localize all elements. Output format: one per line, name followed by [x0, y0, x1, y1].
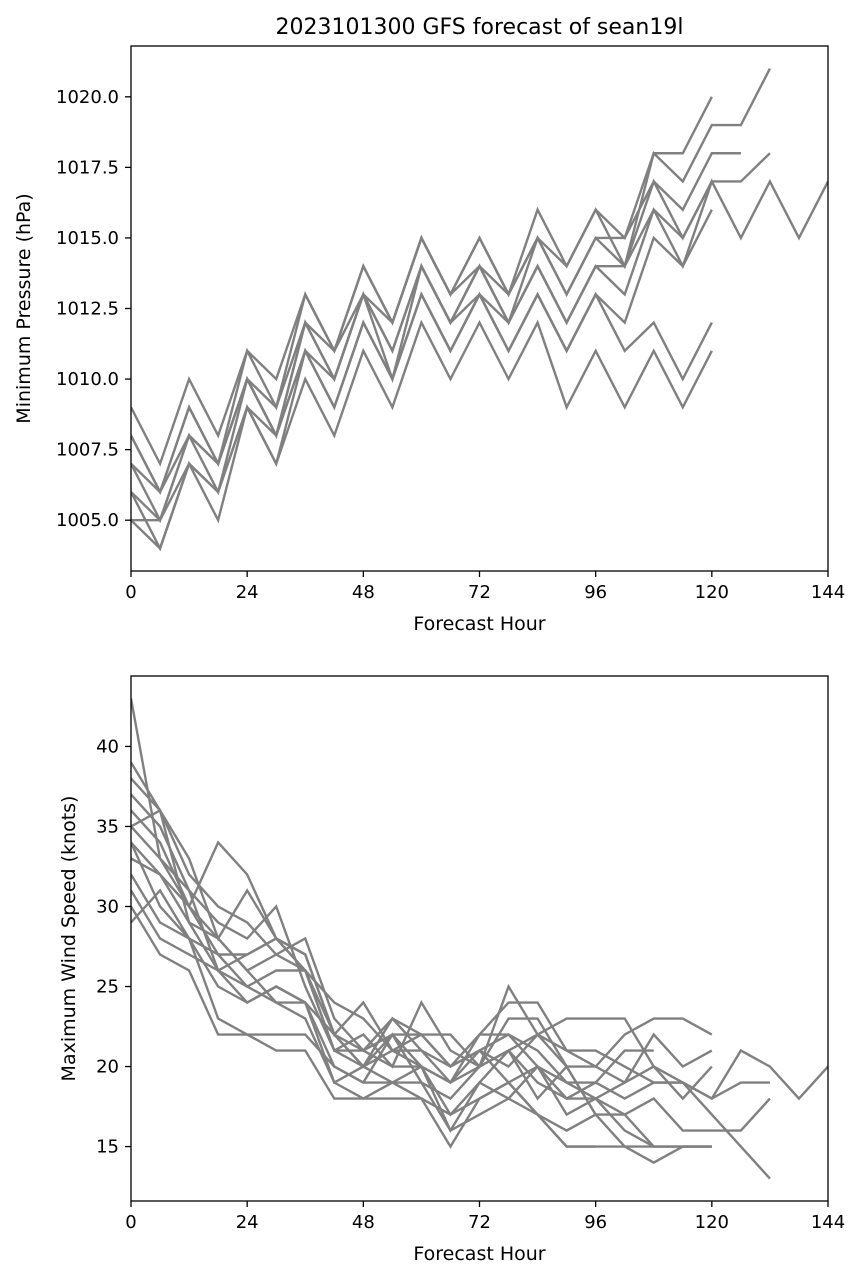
wind-x-tick-label: 48 — [352, 1212, 375, 1233]
wind-x-tick-label: 0 — [125, 1212, 136, 1233]
wind-x-tick-label: 144 — [811, 1212, 845, 1233]
pressure-panel: 0 24 48 72 96 120 144 1005.0 1007.5 1010.0 1012.5 1… — [13, 15, 845, 635]
wind-x-tick-label: 96 — [584, 1212, 607, 1233]
pressure-x-tick-label: 72 — [468, 582, 491, 603]
wind-plot-frame — [130, 675, 829, 1202]
pressure-y-tick-label: 1017.5 — [56, 157, 119, 178]
wind-x-axis-label: Forecast Hour — [413, 1243, 545, 1265]
wind-series-line-8 — [131, 841, 771, 1180]
pressure-x-axis-label: Forecast Hour — [413, 613, 545, 635]
wind-series-line-4 — [131, 793, 713, 1101]
pressure-series-group — [131, 68, 828, 552]
pressure-y-tick-label: 1010.0 — [56, 369, 119, 390]
pressure-y-tick-label: 1007.5 — [56, 440, 119, 461]
pressure-x-tick-label: 120 — [695, 582, 729, 603]
pressure-series-line-8 — [131, 291, 713, 522]
pressure-x-tick-label: 144 — [811, 582, 845, 603]
wind-series-line-12 — [131, 889, 712, 1164]
wind-y-tick-label: 30 — [96, 896, 119, 917]
pressure-series-line-2 — [131, 68, 771, 496]
pressure-x-tick-label: 48 — [352, 582, 375, 603]
wind-y-axis-label: Maximum Wind Speed (knots) — [58, 796, 80, 1082]
pressure-series-line-7 — [131, 209, 713, 552]
wind-y-tick-label: 15 — [96, 1137, 119, 1158]
wind-series-line-1 — [131, 698, 713, 1069]
wind-y-tick-label: 20 — [96, 1057, 119, 1078]
pressure-series-line-6 — [131, 180, 713, 523]
wind-series-line-13 — [131, 905, 712, 1149]
pressure-x-tick-label: 24 — [236, 582, 259, 603]
pressure-y-tick-label: 1012.5 — [56, 299, 119, 320]
pressure-series-line-9 — [131, 319, 713, 551]
chart-title: 2023101300 GFS forecast of sean19l — [276, 15, 684, 40]
wind-speed-panel: 0 24 48 72 96 120 144 15 20 25 30 35 40 Forecast Hour… — [58, 675, 845, 1265]
wind-y-tick-label: 35 — [96, 816, 119, 837]
wind-y-tick-label: 25 — [96, 977, 119, 998]
pressure-y-axis-label: Minimum Pressure (hPa) — [13, 193, 35, 423]
wind-series-group — [131, 698, 828, 1180]
pressure-y-tick-label: 1015.0 — [56, 228, 119, 249]
wind-x-tick-label: 120 — [695, 1212, 729, 1233]
wind-x-tick-label: 72 — [468, 1212, 491, 1233]
pressure-y-tick-label: 1020.0 — [56, 87, 119, 108]
wind-x-tick-label: 24 — [236, 1212, 259, 1233]
pressure-y-tick-label: 1005.0 — [56, 510, 119, 531]
pressure-series-line-5 — [131, 178, 828, 524]
wind-y-tick-label: 40 — [96, 736, 119, 757]
pressure-x-tick-label: 96 — [584, 582, 607, 603]
wind-series-line-14 — [131, 888, 596, 1148]
pressure-x-tick-label: 0 — [125, 582, 136, 603]
